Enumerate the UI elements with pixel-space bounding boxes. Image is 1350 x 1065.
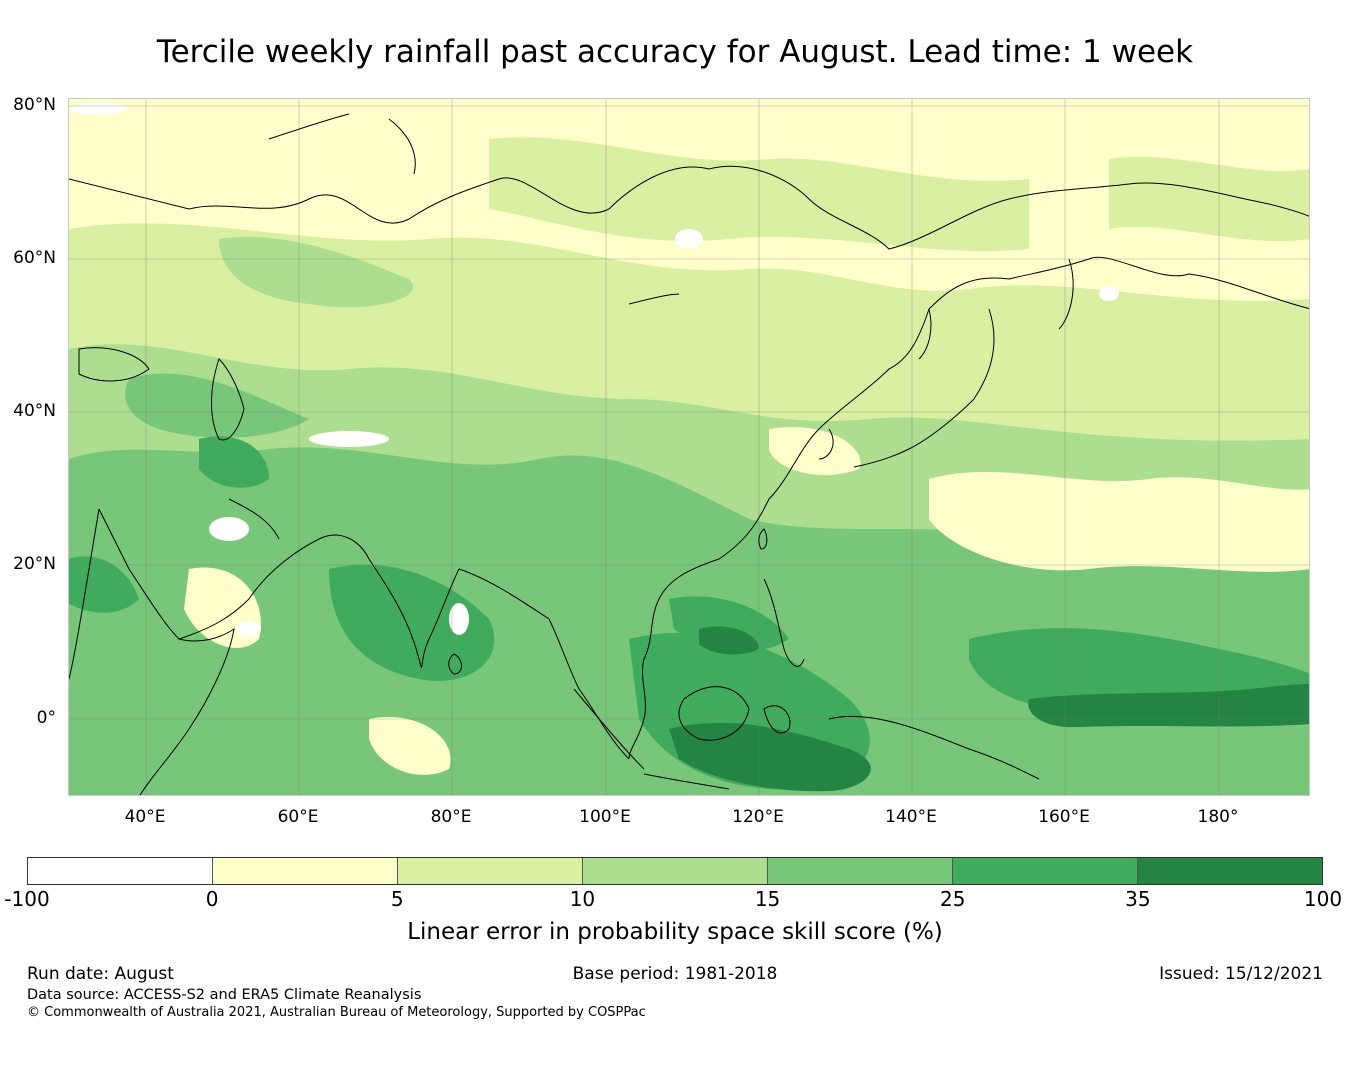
colorbar-tick-label: 5 [390,887,404,911]
colorbar-segment [398,858,583,884]
colorbar-segment [1138,858,1322,884]
colorbar [27,857,1323,885]
colorbar-tick-label: -100 [4,887,50,911]
colorbar-tick-label: 25 [939,887,966,911]
map-gridlines [69,99,1309,795]
copyright: © Commonwealth of Australia 2021, Austra… [27,1005,646,1020]
skill-band-35-100 [669,626,1309,792]
lon-label-120e: 120°E [732,807,784,827]
colorbar-tick-label: 10 [569,887,596,911]
colorbar-tick-label: 15 [754,887,781,911]
colorbar-label: Linear error in probability space skill … [407,919,943,945]
colorbar-tick-label: 35 [1125,887,1151,911]
colorbar-tick-label: 100 [1303,887,1343,911]
colorbar-segment [953,858,1138,884]
lon-label-180: 180° [1197,807,1239,827]
lon-label-160e: 160°E [1038,807,1090,827]
skill-band-negative [71,103,1119,637]
skill-score-map [68,98,1310,796]
colorbar-tick-label: 0 [205,887,219,911]
lat-label-60n: 60°N [13,248,56,268]
lon-label-60e: 60°E [277,807,319,827]
lon-label-140e: 140°E [885,807,937,827]
lat-label-0: 0° [36,708,56,728]
issued-date: Issued: 15/12/2021 [1159,964,1323,984]
colorbar-segment [583,858,768,884]
coastlines [69,113,1309,795]
colorbar-segment [28,858,213,884]
lon-label-80e: 80°E [430,807,472,827]
data-source: Data source: ACCESS-S2 and ERA5 Climate … [27,987,422,1003]
chart-title: Tercile weekly rainfall past accuracy fo… [156,34,1194,70]
colorbar-segment [768,858,953,884]
lat-label-40n: 40°N [13,401,56,421]
base-period: Base period: 1981-2018 [572,964,778,984]
lat-label-20n: 20°N [13,554,56,574]
lon-label-40e: 40°E [124,807,166,827]
run-date: Run date: August [27,964,174,984]
lon-label-100e: 100°E [579,807,631,827]
lat-label-80n: 80°N [13,95,56,115]
colorbar-segment [213,858,398,884]
map-canvas [69,99,1309,795]
